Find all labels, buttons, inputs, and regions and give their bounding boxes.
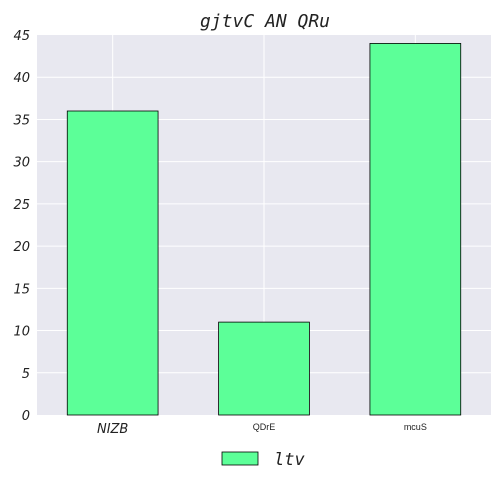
y-tick-label: 40 xyxy=(13,71,30,86)
legend-swatch xyxy=(221,451,259,466)
bar-mcus xyxy=(369,43,462,416)
x-tick-label: mcuS xyxy=(404,422,427,432)
bar-nizb xyxy=(66,110,159,416)
bar-qdre xyxy=(218,321,310,416)
x-tick-label: NIZB xyxy=(97,422,128,437)
y-tick-label: 15 xyxy=(13,282,30,297)
y-tick-label: 35 xyxy=(13,113,30,128)
legend: ltv xyxy=(221,450,305,470)
y-tick-label: 45 xyxy=(13,29,30,44)
y-tick-label: 20 xyxy=(13,240,30,255)
y-tick-label: 30 xyxy=(13,156,30,171)
y-tick-label: 5 xyxy=(22,367,30,382)
y-axis-ticks: 0 5 10 15 20 25 30 35 40 45 xyxy=(13,29,30,424)
x-axis-ticks: NIZB QDrE mcuS xyxy=(97,422,427,437)
y-tick-label: 0 xyxy=(22,409,30,424)
y-tick-label: 25 xyxy=(13,198,30,213)
bars xyxy=(66,43,462,416)
x-tick-label: QDrE xyxy=(253,422,276,432)
y-tick-label: 10 xyxy=(13,325,30,340)
legend-label: ltv xyxy=(274,450,305,470)
chart-title: gjtvC AN QRu xyxy=(200,11,330,32)
